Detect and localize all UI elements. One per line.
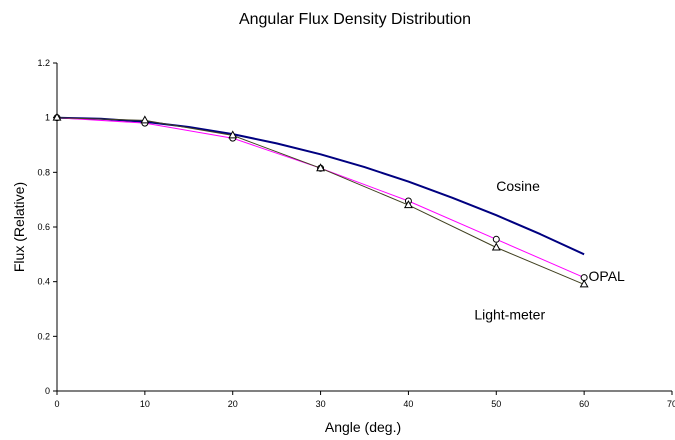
plot-area: 0 0.2 0.4 0.6 0.8 1 1.2 0 10 20 30 40 50 60 70 Cosine OP… xyxy=(37,58,675,409)
data-point-opal xyxy=(492,235,500,243)
x-tick-label: 60 xyxy=(579,399,589,409)
x-tick-label: 70 xyxy=(667,399,675,409)
series-line-opal xyxy=(56,117,585,279)
series-line-light-meter xyxy=(56,117,585,285)
chart-title: Angular Flux Density Distribution xyxy=(239,11,471,28)
y-tick-label: 1 xyxy=(45,113,50,123)
y-tick-label: 0.2 xyxy=(37,331,50,341)
x-tick-label: 20 xyxy=(228,399,238,409)
y-tick-label: 1.2 xyxy=(37,58,50,68)
data-point-light-meter xyxy=(579,279,589,288)
y-axis-label: Flux (Relative) xyxy=(11,182,27,272)
y-tick-label: 0.4 xyxy=(37,277,50,287)
x-tick-label: 0 xyxy=(54,399,59,409)
x-tick-label: 10 xyxy=(140,399,150,409)
x-axis-label: Angle (deg.) xyxy=(325,419,401,435)
x-tick-label: 40 xyxy=(403,399,413,409)
annotation-light-meter: Light-meter xyxy=(474,306,545,322)
data-point-light-meter xyxy=(491,242,501,251)
x-tick-label: 50 xyxy=(491,399,501,409)
annotation-opal: OPAL xyxy=(589,268,626,284)
data-point-light-meter xyxy=(52,112,62,121)
y-tick-label: 0.8 xyxy=(37,167,50,177)
annotation-cosine: Cosine xyxy=(496,178,540,194)
x-tick-label: 30 xyxy=(316,399,326,409)
data-point-light-meter xyxy=(316,163,326,172)
y-tick-label: 0 xyxy=(45,386,50,396)
data-point-light-meter xyxy=(228,130,238,139)
data-point-light-meter xyxy=(140,115,150,124)
y-tick-label: 0.6 xyxy=(37,222,50,232)
data-point-light-meter xyxy=(403,200,413,209)
